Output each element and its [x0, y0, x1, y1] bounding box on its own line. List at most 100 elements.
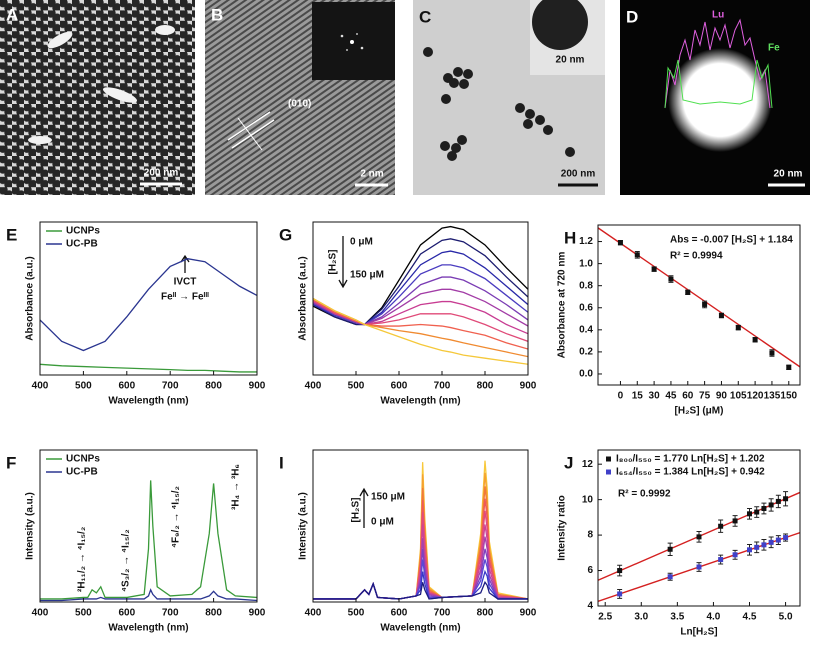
annotation: R² = 0.9994	[670, 251, 723, 262]
y-axis-label: Absorbance (a.u.)	[298, 256, 309, 340]
x-tick-label: 90	[716, 391, 728, 402]
legend-swatch	[606, 456, 611, 462]
panel-label: G	[279, 225, 292, 244]
legend-label: UCNPs	[66, 226, 100, 237]
x-tick-label: 135	[764, 391, 781, 402]
y-axis-label: Absorbance (a.u.)	[25, 256, 36, 340]
marker	[752, 337, 758, 343]
x-tick-label: 900	[520, 381, 537, 392]
marker	[718, 523, 724, 529]
annotation: (010)	[288, 99, 311, 110]
marker	[617, 568, 623, 574]
series-line	[40, 363, 257, 373]
marker	[667, 546, 673, 552]
micrograph-b: B (010) 2 nm	[205, 0, 395, 195]
plot-area	[40, 258, 257, 373]
annotation: ²H₁₁/₂ → ⁴I₁₅/₂	[77, 527, 88, 592]
scale-label: 200 nm	[561, 169, 596, 180]
plot-frame	[312, 449, 529, 603]
marker	[768, 539, 774, 545]
x-tick-label: 400	[305, 381, 322, 392]
arrow	[338, 236, 348, 289]
plot-frame	[39, 449, 258, 603]
scale-label: 20 nm	[556, 55, 585, 66]
marker	[667, 574, 673, 580]
x-tick-label: 400	[305, 608, 322, 619]
marker	[617, 591, 623, 597]
y-tick-label: 0.6	[579, 302, 593, 313]
annotation: 0 μM	[371, 517, 394, 528]
panel-label: J	[564, 453, 573, 472]
annotation: Feᴵᴵ → Feᴵᴵᴵ	[161, 292, 209, 303]
x-tick-label: 500	[348, 381, 365, 392]
x-tick-label: 15	[632, 391, 644, 402]
marker	[769, 350, 775, 356]
x-tick-label: 5.0	[779, 612, 793, 623]
marker	[747, 511, 752, 517]
plot-frame	[39, 221, 258, 376]
y-tick-label: 1.2	[579, 236, 593, 247]
marker	[702, 301, 708, 307]
x-tick-label: 900	[249, 608, 266, 619]
marker	[617, 240, 623, 246]
series-line	[40, 480, 257, 600]
marker	[685, 289, 691, 295]
series-line	[313, 297, 528, 365]
x-axis-label: Wavelength (nm)	[108, 396, 188, 407]
panel-label: F	[6, 453, 16, 472]
y-axis-label: Intensity (a.u.)	[298, 492, 309, 560]
series-line	[313, 299, 528, 350]
x-tick-label: 500	[75, 381, 92, 392]
legend-label: I₈₀₀/I₅₅₀ = 1.770 Ln[H₂S] + 1.202	[616, 454, 765, 465]
y-tick-label: 8	[587, 530, 593, 541]
annotation: Abs = -0.007 [H₂S] + 1.184	[670, 235, 793, 246]
marker	[735, 325, 741, 331]
plot-area	[313, 460, 528, 600]
panel-label: H	[564, 228, 576, 247]
panel-label: E	[6, 225, 17, 244]
series-line	[313, 225, 528, 326]
x-tick-label: 600	[391, 608, 408, 619]
marker	[718, 557, 724, 563]
x-tick-label: 0	[618, 391, 624, 402]
y-tick-label: 4	[587, 601, 593, 612]
series-line	[313, 276, 528, 326]
x-tick-label: 800	[205, 608, 222, 619]
x-tick-label: 30	[649, 391, 661, 402]
y-tick-label: 12	[582, 459, 594, 470]
x-tick-label: 400	[32, 381, 49, 392]
x-tick-label: 700	[162, 381, 179, 392]
y-tick-label: 10	[582, 494, 594, 505]
micrograph-c: C 20 nm 200 nm	[413, 0, 605, 195]
plot-area	[40, 480, 257, 602]
x-tick-label: 150	[780, 391, 797, 402]
series-line	[313, 580, 528, 600]
x-tick-label: 105	[730, 391, 747, 402]
scale-label: 2 nm	[360, 169, 383, 180]
x-tick-label: 700	[162, 608, 179, 619]
x-tick-label: 2.5	[598, 612, 612, 623]
legend-label: UC-PB	[66, 239, 98, 250]
annotation: ⁴S₃/₂ → ⁴I₁₅/₂	[121, 529, 132, 592]
y-axis-label: Absorbance at 720 nm	[557, 252, 568, 359]
micrograph-d: D Lu Fe 20 nm	[620, 0, 810, 195]
x-tick-label: 700	[434, 381, 451, 392]
legend-label: UCNPs	[66, 454, 100, 465]
annotation: R² = 0.9992	[618, 489, 671, 500]
annotation: 0 μM	[350, 237, 373, 248]
marker	[783, 496, 789, 502]
y-tick-label: 0.4	[579, 324, 593, 335]
plot-frame	[312, 221, 529, 376]
y-tick-label: 0.0	[579, 369, 593, 380]
marker	[696, 564, 702, 570]
marker	[732, 518, 738, 524]
x-axis-label: Ln[H₂S]	[680, 627, 717, 638]
panel-label: C	[419, 7, 431, 26]
y-tick-label: 0.2	[579, 347, 593, 358]
marker	[768, 502, 774, 508]
x-tick-label: 4.0	[706, 612, 720, 623]
x-tick-label: 60	[682, 391, 694, 402]
x-tick-label: 400	[32, 608, 49, 619]
line-label: Lu	[712, 10, 724, 21]
